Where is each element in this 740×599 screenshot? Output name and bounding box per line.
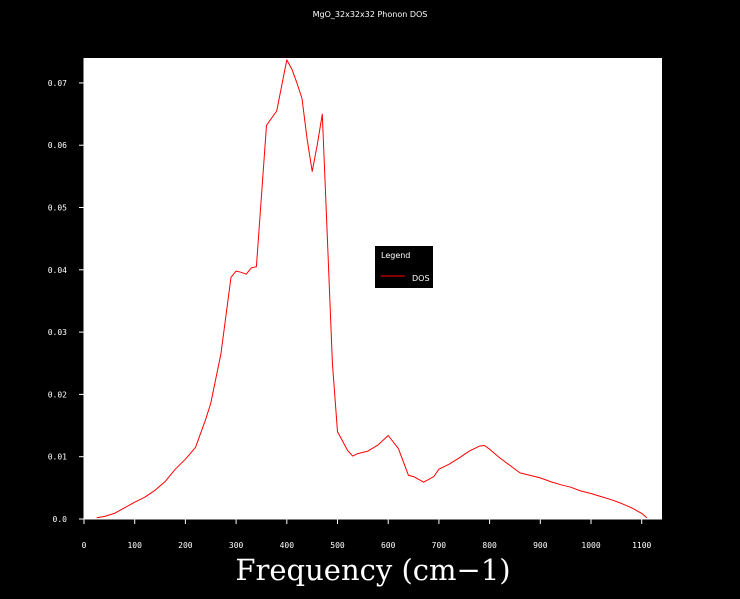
x-tick-label: 200 — [178, 541, 193, 550]
series-line-dos — [96, 59, 648, 519]
legend: Legend DOS — [375, 246, 433, 288]
y-tick-label: 0.02 — [48, 390, 67, 399]
y-tick-label: 0.03 — [48, 328, 67, 337]
x-tick-label: 700 — [432, 541, 447, 550]
x-axis-label: Frequency (cm−1) — [235, 553, 510, 587]
x-tick-label: 900 — [533, 541, 548, 550]
chart-title: MgO_32x32x32 Phonon DOS — [313, 10, 428, 19]
x-tick-label: 400 — [280, 541, 295, 550]
legend-label-dos: DOS — [412, 274, 430, 283]
y-tick-label: 0.04 — [48, 266, 67, 275]
x-tick-label: 100 — [127, 541, 142, 550]
plot-area — [84, 58, 662, 519]
x-tick-label: 500 — [330, 541, 345, 550]
x-tick-label: 600 — [381, 541, 396, 550]
y-tick-label: 0.05 — [48, 204, 67, 213]
series-layer — [96, 59, 648, 519]
y-tick-label: 0.01 — [48, 453, 67, 462]
x-tick-label: 1100 — [632, 541, 651, 550]
legend-title: Legend — [381, 251, 410, 260]
y-tick-label: 0.0 — [53, 515, 68, 524]
legend-box — [375, 246, 433, 288]
x-tick-label: 1000 — [581, 541, 600, 550]
axes: 0.0 0.01 0.02 0.03 0.04 0.05 0.06 0.07 0 100 200 30… — [48, 58, 662, 550]
y-tick-label: 0.06 — [48, 141, 67, 150]
x-tick-label: 0 — [82, 541, 87, 550]
x-tick-label: 800 — [482, 541, 497, 550]
x-tick-label: 300 — [229, 541, 244, 550]
y-tick-label: 0.07 — [48, 79, 67, 88]
